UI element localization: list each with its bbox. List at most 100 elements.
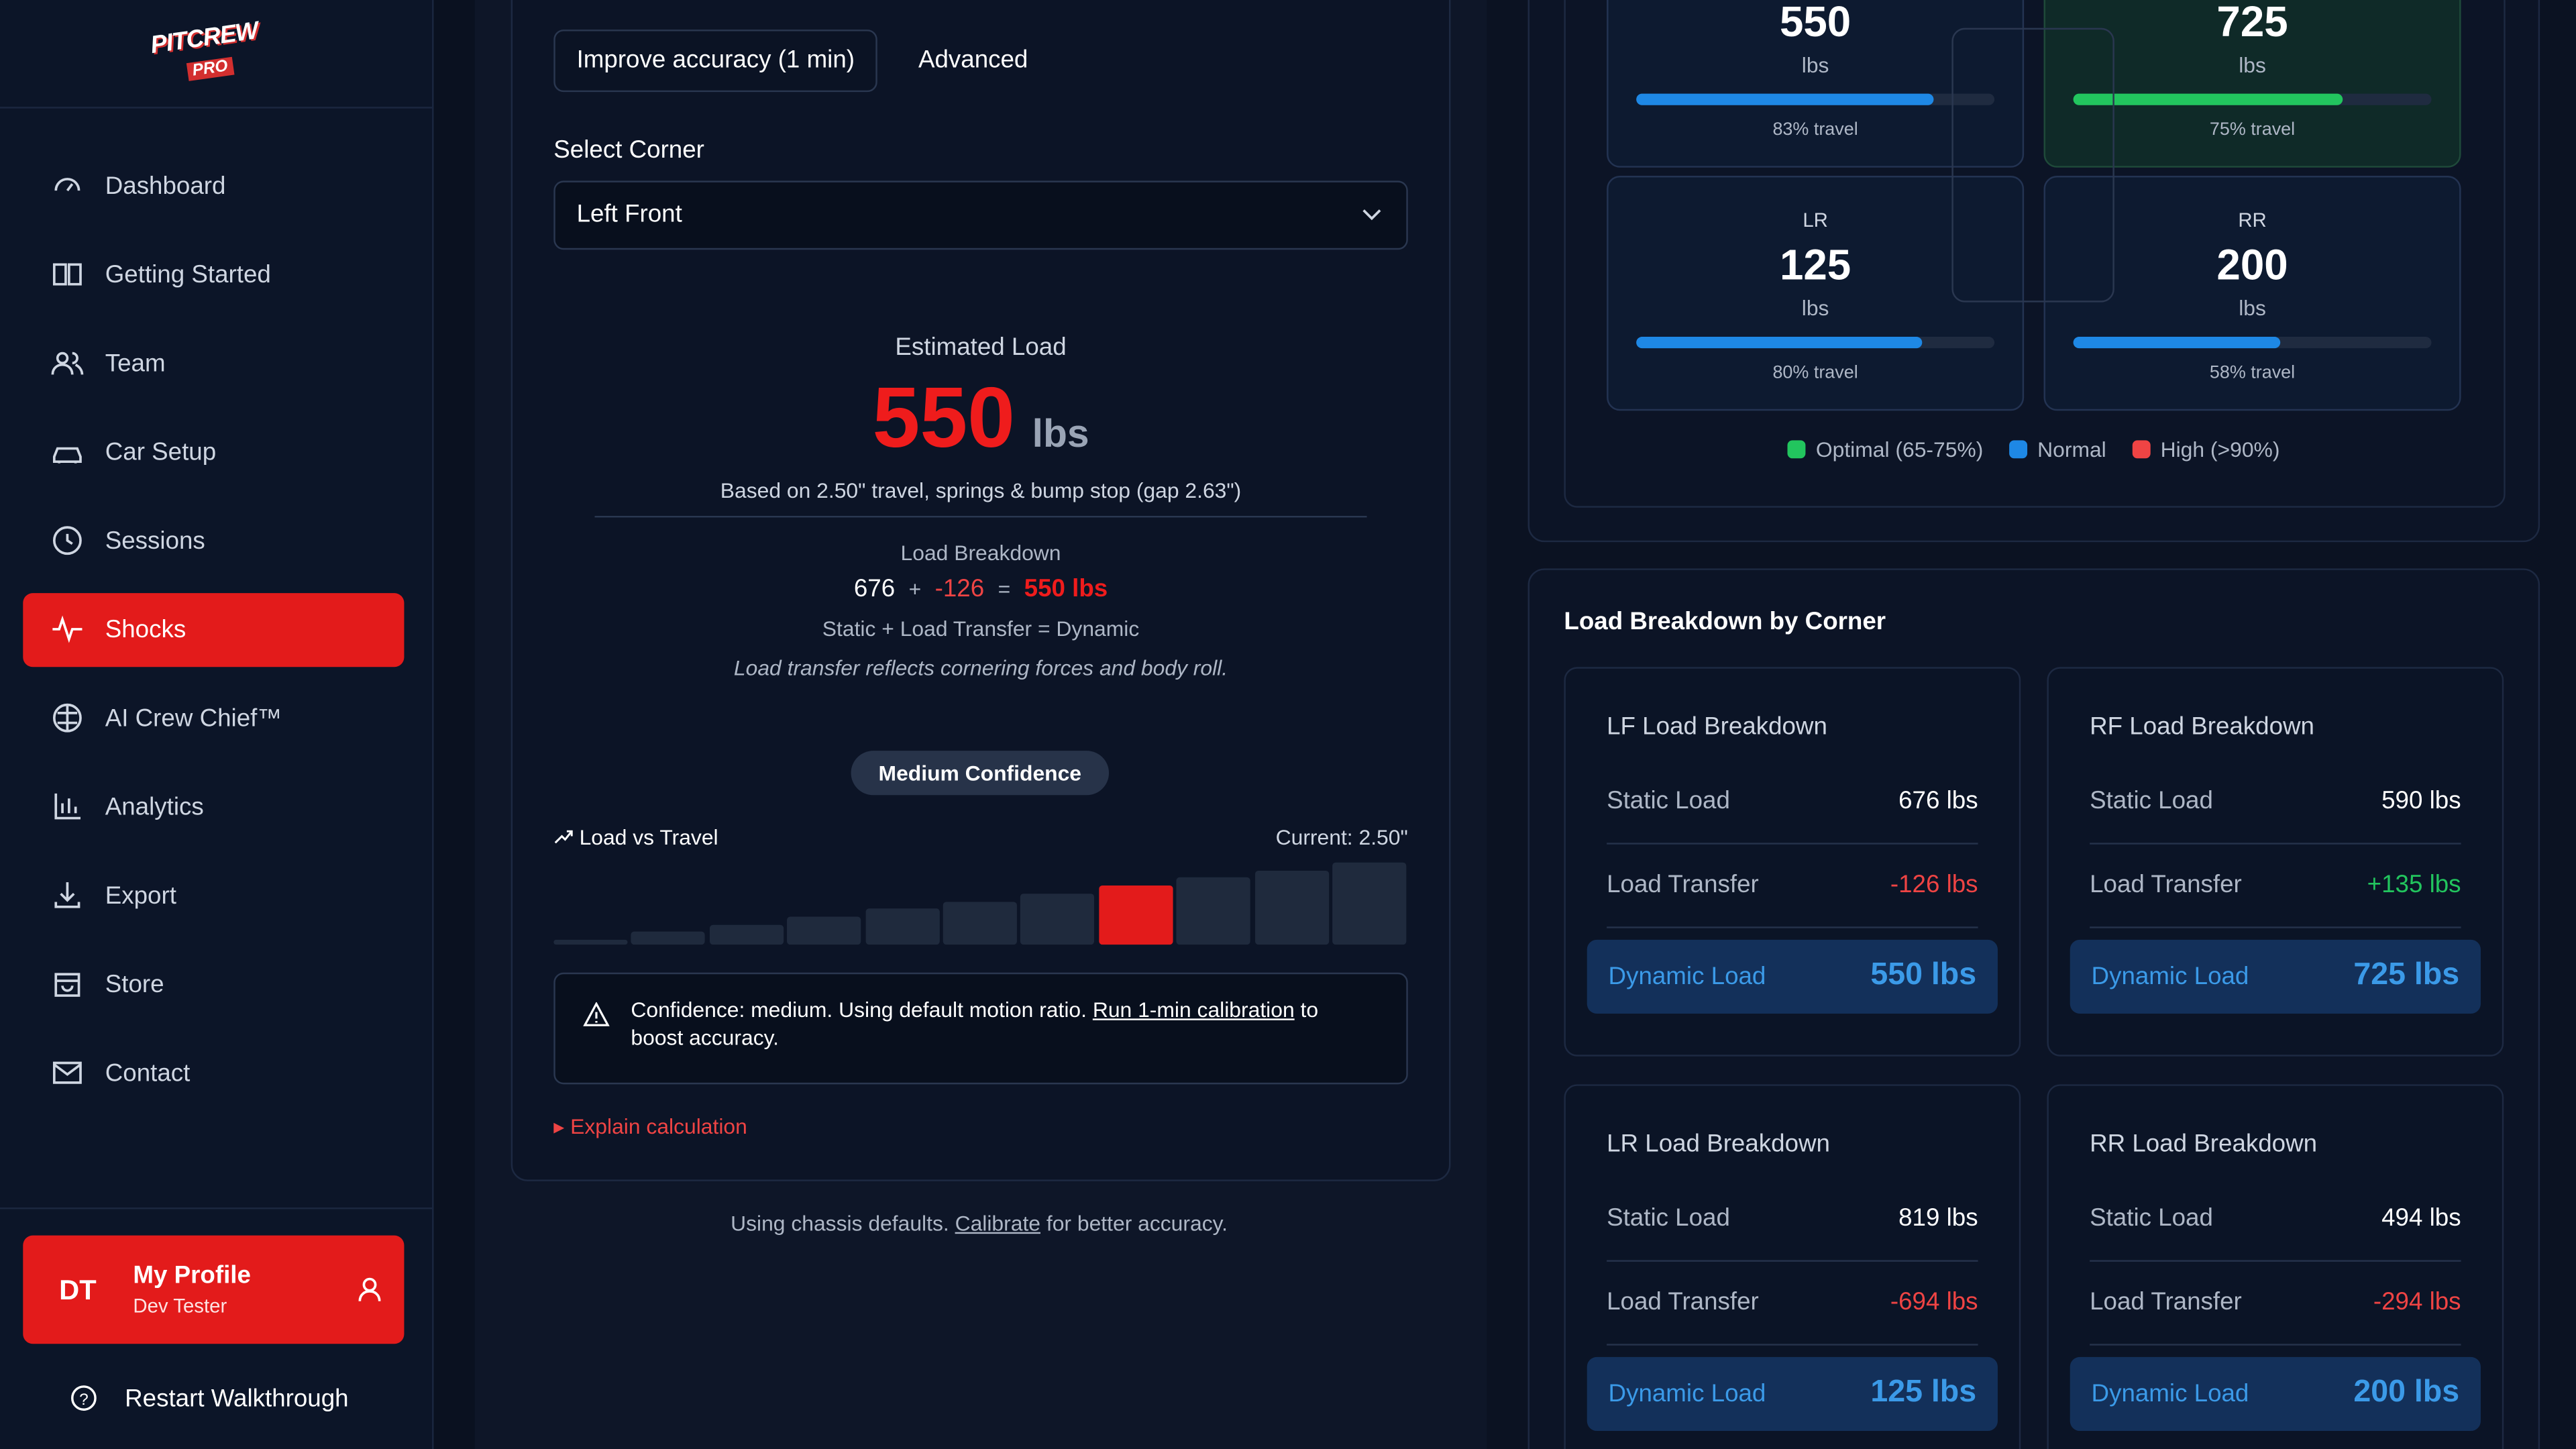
element xyxy=(358,1290,381,1301)
row-value: 676 lbs xyxy=(1898,787,1978,815)
transfer: -126 xyxy=(934,575,985,603)
travel-bar xyxy=(865,908,939,945)
profile-name: My Profile xyxy=(133,1261,251,1290)
nav-item[interactable]: Car Setup xyxy=(23,416,404,490)
tab[interactable]: Improve accuracy (1 min) xyxy=(553,30,878,93)
alert-text: Confidence: medium. Using default motion… xyxy=(631,996,1354,1051)
initials: DT xyxy=(59,1275,97,1306)
icon-path xyxy=(54,882,80,908)
nav-label: AI Crew Chief™ xyxy=(105,704,282,733)
profile-button[interactable]: DT My Profile Dev Tester xyxy=(23,1235,405,1344)
row-value: 819 lbs xyxy=(1898,1204,1978,1232)
row-value: -694 lbs xyxy=(1890,1288,1978,1316)
nav-label: Store xyxy=(105,971,164,999)
element xyxy=(1362,209,1381,221)
row-label: Load Transfer xyxy=(2090,1288,2242,1316)
row-label: Load Transfer xyxy=(1607,870,1759,899)
element: ? xyxy=(79,1391,89,1409)
card-title: RF Load Breakdown xyxy=(2090,712,2315,741)
breakdown-title: Load Breakdown by Corner xyxy=(1564,608,1886,636)
restart-walkthrough[interactable]: ? Restart Walkthrough xyxy=(66,1380,411,1419)
travel-label: 58% travel xyxy=(2209,363,2296,383)
nav-item[interactable]: AI Crew Chief™ xyxy=(23,682,404,755)
breakdown-row: Load Transfer -126 lbs xyxy=(1607,845,1978,928)
load-travel-chart xyxy=(553,857,1407,945)
op: + xyxy=(908,576,922,602)
block xyxy=(0,1208,433,1210)
nav-icon xyxy=(54,882,80,908)
dynamic-value: 725 lbs xyxy=(2353,957,2460,993)
tab[interactable]: Advanced xyxy=(918,46,1028,74)
breakdown-row: Static Load 494 lbs xyxy=(2090,1178,2461,1262)
nav-icon xyxy=(52,263,82,286)
breakdown-title: Load Breakdown xyxy=(900,540,1061,566)
corner-unit: lbs xyxy=(1801,52,1829,78)
nav-item[interactable]: Store xyxy=(23,948,404,1022)
row-value: 590 lbs xyxy=(2381,787,2461,815)
travel-bar xyxy=(1176,877,1251,945)
chart-title-text: Load vs Travel xyxy=(579,824,718,850)
travel-track xyxy=(2073,337,2432,349)
static: 676 xyxy=(853,575,896,603)
dynamic-label: Dynamic Load xyxy=(1608,1380,1766,1408)
calculator-panel: Improve accuracy (1 min) Advanced Select… xyxy=(511,0,1451,1181)
travel-bar xyxy=(553,939,628,945)
dynamic-label: Dynamic Load xyxy=(2091,963,2249,991)
corner-name: RR xyxy=(2238,209,2267,232)
corner-grid xyxy=(1564,0,2506,508)
overlay-frame xyxy=(1951,28,2114,303)
nav-item[interactable]: Dashboard xyxy=(23,150,404,223)
icon-path xyxy=(54,793,81,820)
logo-top: PITCREW xyxy=(148,17,260,60)
travel-fill xyxy=(1636,337,1923,349)
warning-icon xyxy=(583,1002,610,1026)
nav-item[interactable]: Export xyxy=(23,859,404,933)
dynamic: 550 lbs xyxy=(1024,575,1108,603)
legend-swatch xyxy=(1788,440,1807,459)
nav-item[interactable]: Sessions xyxy=(23,504,404,578)
nav-icon xyxy=(52,447,82,464)
legend-label: Optimal (65-75%) xyxy=(1815,437,1984,462)
nav-icon xyxy=(53,526,82,555)
nav-icon xyxy=(52,615,83,643)
icon-path xyxy=(51,352,84,375)
icon-path xyxy=(52,615,83,643)
nav-label: Shocks xyxy=(105,616,186,645)
chart-current: Current: 2.50" xyxy=(1275,824,1408,850)
nav-icon xyxy=(54,178,80,192)
nav-item[interactable]: Shocks xyxy=(23,593,405,667)
explain-toggle[interactable]: ▸ Explain calculation xyxy=(553,1114,747,1139)
element xyxy=(71,1385,97,1411)
breakdown-row: Load Transfer -294 lbs xyxy=(2090,1262,2461,1346)
card-title: LF Load Breakdown xyxy=(1607,712,1827,741)
nav-item[interactable]: Getting Started xyxy=(23,238,404,312)
nav-item[interactable]: Contact xyxy=(23,1036,404,1110)
corner-value: 725 xyxy=(2216,0,2288,46)
travel-track xyxy=(1636,93,1995,105)
nav-item[interactable]: Team xyxy=(23,327,404,400)
select-value: Left Front xyxy=(576,200,682,229)
dynamic-label: Dynamic Load xyxy=(2091,1380,2249,1408)
footer-note: Using chassis defaults. Calibrate for be… xyxy=(511,1211,1448,1236)
block xyxy=(594,515,1367,518)
corner-select[interactable]: Left Front xyxy=(553,180,1408,250)
nav-item[interactable]: Analytics xyxy=(23,771,404,845)
row-value: -294 lbs xyxy=(2373,1288,2461,1316)
corner-unit: lbs xyxy=(1801,295,1829,321)
legend-label: Normal xyxy=(2037,437,2106,462)
icon-path xyxy=(53,703,82,733)
legend-swatch xyxy=(2132,440,2151,459)
help-icon: ? xyxy=(71,1385,97,1411)
corner-unit: lbs xyxy=(2239,295,2266,321)
calibrate-link[interactable]: Calibrate xyxy=(955,1210,1041,1236)
dynamic-value: 550 lbs xyxy=(1870,957,1977,993)
travel-bar xyxy=(943,901,1017,945)
icon-path xyxy=(52,263,82,286)
calibration-link[interactable]: Run 1-min calibration xyxy=(1092,997,1295,1022)
row-label: Static Load xyxy=(1607,787,1730,815)
travel-label: 83% travel xyxy=(1772,119,1858,140)
travel-bar xyxy=(1098,885,1173,945)
note: Load transfer reflects cornering forces … xyxy=(733,655,1228,680)
